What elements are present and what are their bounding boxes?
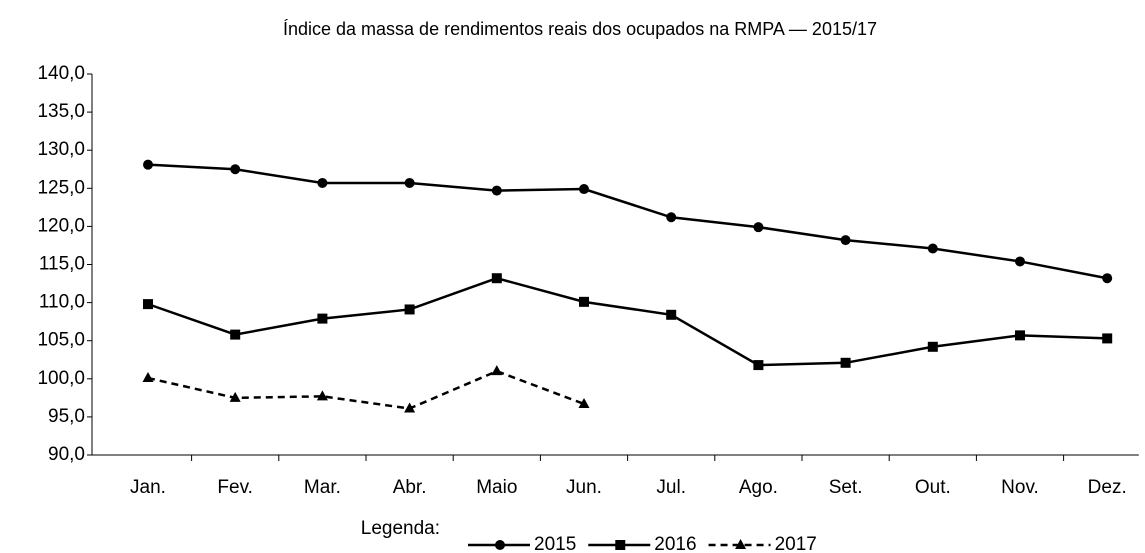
data-point bbox=[317, 177, 328, 188]
data-point bbox=[927, 341, 938, 352]
x-tick-label: Set. bbox=[829, 477, 863, 498]
data-point bbox=[491, 273, 502, 284]
x-tick-label: Maio bbox=[476, 477, 517, 498]
series-line bbox=[147, 369, 585, 410]
legend-label: 2017 bbox=[775, 534, 817, 553]
data-point bbox=[143, 159, 153, 170]
legend-label: 2016 bbox=[654, 534, 696, 553]
x-tick-label: Ago. bbox=[739, 477, 778, 498]
data-point bbox=[404, 177, 415, 188]
x-tick-label: Nov. bbox=[1001, 477, 1039, 498]
legend-title: Legenda: bbox=[361, 518, 440, 539]
data-point bbox=[404, 402, 416, 413]
x-tick-label: Abr. bbox=[393, 477, 427, 498]
data-point bbox=[230, 164, 241, 175]
data-point bbox=[491, 365, 503, 376]
data-point bbox=[404, 304, 415, 315]
y-tick-label: 100,0 bbox=[37, 368, 85, 389]
data-point bbox=[840, 357, 851, 368]
series-line bbox=[147, 163, 1108, 280]
data-point bbox=[927, 243, 938, 254]
x-tick-label: Mar. bbox=[304, 477, 341, 498]
data-point bbox=[1015, 256, 1025, 267]
legend-marker bbox=[735, 539, 747, 549]
data-point bbox=[578, 397, 590, 408]
data-point bbox=[317, 313, 328, 324]
data-point bbox=[142, 372, 154, 383]
data-point bbox=[579, 296, 589, 307]
data-point bbox=[230, 329, 241, 340]
x-tick-label: Jan. bbox=[130, 477, 166, 498]
legend-marker bbox=[495, 540, 505, 550]
data-point bbox=[579, 184, 589, 195]
y-tick-label: 95,0 bbox=[48, 406, 85, 427]
data-point bbox=[753, 222, 764, 233]
data-point bbox=[1015, 330, 1025, 341]
x-tick-label: Dez. bbox=[1088, 477, 1127, 498]
data-point bbox=[1102, 333, 1113, 344]
chart-title: Índice da massa de rendimentos reais dos… bbox=[283, 19, 877, 39]
y-tick-label: 110,0 bbox=[39, 292, 85, 313]
data-point bbox=[666, 212, 677, 223]
legend-label: 2015 bbox=[534, 534, 576, 553]
data-point bbox=[840, 235, 851, 246]
y-tick-label: 135,0 bbox=[37, 101, 85, 122]
y-tick-label: 120,0 bbox=[37, 215, 85, 236]
data-point bbox=[753, 360, 764, 371]
x-tick-label: Out. bbox=[915, 477, 951, 498]
data-point bbox=[666, 309, 677, 320]
y-tick-label: 125,0 bbox=[37, 177, 85, 198]
y-tick-label: 130,0 bbox=[37, 139, 85, 160]
data-point bbox=[229, 391, 241, 402]
y-tick-label: 115,0 bbox=[39, 254, 85, 275]
data-point bbox=[143, 299, 153, 310]
data-point bbox=[491, 185, 502, 196]
y-tick-label: 90,0 bbox=[48, 444, 85, 465]
y-tick-label: 140,0 bbox=[37, 63, 85, 84]
x-tick-label: Jul. bbox=[656, 477, 686, 498]
x-tick-label: Fev. bbox=[217, 477, 253, 498]
x-tick-label: Jun. bbox=[566, 477, 602, 498]
data-point bbox=[1102, 273, 1113, 284]
y-tick-label: 105,0 bbox=[37, 330, 85, 351]
legend-marker bbox=[615, 540, 626, 550]
series-line bbox=[147, 276, 1108, 367]
data-point bbox=[316, 390, 328, 401]
